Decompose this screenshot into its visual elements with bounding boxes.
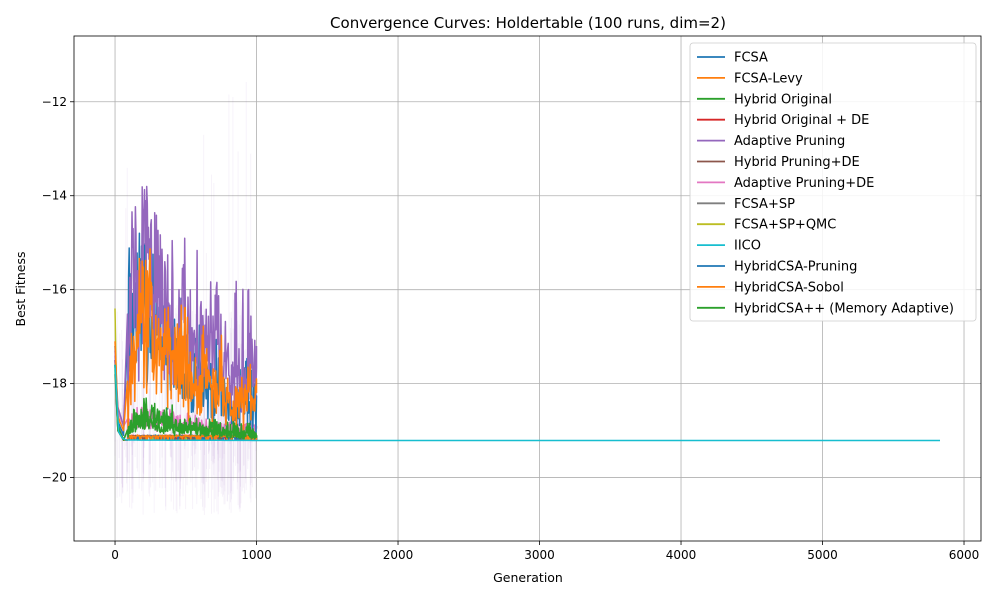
y-tick-label: −18 [42,377,67,391]
y-tick-label: −20 [42,471,67,485]
legend-label: FCSA [734,51,768,66]
legend-label: HybridCSA-Sobol [734,280,844,295]
series-line [114,364,941,442]
legend-label: Hybrid Pruning+DE [734,155,860,170]
legend-label: Hybrid Original [734,92,832,107]
y-tick-label: −12 [42,95,67,109]
x-tick-label: 2000 [383,548,414,562]
legend-label: FCSA+SP [734,197,795,212]
legend-label: Adaptive Pruning [734,134,845,149]
legend: FCSA FCSA-Levy Hybrid Original Hybrid Origi… [689,42,977,322]
legend-label: Hybrid Original + DE [734,113,869,128]
legend-label: FCSA+SP+QMC [734,218,836,233]
x-tick-label: 6000 [949,548,980,562]
legend-label: FCSA-Levy [734,71,803,86]
x-axis: 0 1000 2000 3000 4000 5000 6000 [111,541,979,562]
legend-label: Adaptive Pruning+DE [734,176,874,191]
legend-label: HybridCSA-Pruning [734,260,857,275]
plot-frame [73,35,982,542]
x-tick-label: 4000 [666,548,697,562]
y-tick-label: −14 [42,189,67,203]
y-axis-label: Best Fitness [13,252,28,327]
legend-label: IICO [734,239,761,254]
series-line [114,248,258,434]
x-tick-label: 1000 [241,548,272,562]
x-tick-label: 3000 [524,548,555,562]
plot-area [74,36,981,541]
y-axis: −20 −18 −16 −14 −12 [42,95,74,485]
chart-title: Convergence Curves: Holdertable (100 run… [330,14,726,32]
legend-label: HybridCSA++ (Memory Adaptive) [734,301,954,316]
legend-box [689,42,977,322]
series-line [114,369,258,441]
x-tick-label: 0 [111,548,119,562]
x-tick-label: 5000 [807,548,838,562]
y-tick-label: −16 [42,283,67,297]
x-axis-label: Generation [493,570,563,585]
